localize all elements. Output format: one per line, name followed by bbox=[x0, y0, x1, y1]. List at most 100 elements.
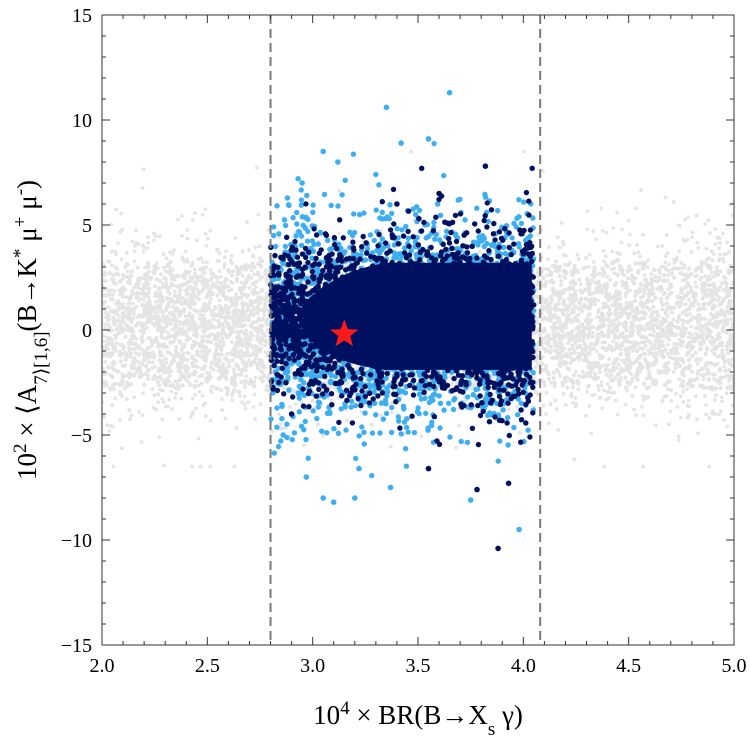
data-point bbox=[208, 464, 213, 469]
data-point bbox=[672, 257, 676, 262]
data-point bbox=[223, 416, 228, 421]
data-point bbox=[116, 369, 120, 374]
data-point bbox=[663, 195, 668, 200]
data-point bbox=[701, 377, 706, 382]
data-point bbox=[626, 276, 630, 281]
data-point bbox=[720, 281, 724, 286]
data-point bbox=[573, 369, 578, 374]
data-point bbox=[572, 457, 577, 462]
data-point bbox=[639, 295, 643, 300]
data-point bbox=[177, 417, 182, 421]
data-point bbox=[227, 310, 232, 315]
data-point bbox=[152, 271, 156, 276]
data-point bbox=[669, 399, 674, 403]
data-point bbox=[115, 328, 120, 333]
data-point bbox=[676, 438, 681, 443]
data-point bbox=[171, 339, 176, 344]
data-point bbox=[587, 403, 592, 408]
data-point bbox=[142, 323, 146, 327]
data-point bbox=[645, 265, 650, 270]
data-point bbox=[703, 317, 707, 321]
data-point bbox=[641, 394, 646, 398]
data-point bbox=[254, 285, 258, 289]
data-point bbox=[634, 359, 638, 363]
data-point bbox=[641, 464, 645, 469]
data-point bbox=[558, 374, 562, 378]
data-point bbox=[713, 412, 718, 416]
data-point bbox=[722, 364, 727, 369]
data-point bbox=[227, 363, 232, 368]
data-point bbox=[132, 259, 137, 264]
data-point bbox=[534, 365, 539, 369]
data-point bbox=[612, 283, 617, 288]
data-point bbox=[714, 379, 719, 384]
data-point bbox=[600, 340, 605, 345]
data-point bbox=[710, 409, 715, 413]
data-point bbox=[659, 264, 664, 269]
data-point bbox=[615, 250, 619, 255]
data-point bbox=[102, 414, 106, 419]
data-point bbox=[113, 396, 117, 401]
data-point bbox=[248, 363, 253, 368]
data-point bbox=[255, 165, 259, 170]
data-point bbox=[594, 349, 599, 354]
data-point bbox=[559, 353, 564, 358]
data-point bbox=[561, 391, 566, 396]
data-point bbox=[135, 290, 140, 295]
data-point bbox=[206, 236, 210, 241]
data-point bbox=[687, 331, 691, 335]
data-point bbox=[573, 396, 578, 400]
data-point bbox=[696, 302, 701, 307]
data-point bbox=[217, 269, 222, 274]
data-point bbox=[567, 313, 572, 318]
data-point bbox=[640, 404, 644, 409]
data-point bbox=[154, 277, 159, 282]
data-point bbox=[565, 385, 569, 390]
data-point bbox=[310, 398, 315, 403]
data-point bbox=[161, 252, 166, 257]
data-point bbox=[561, 243, 566, 247]
data-point bbox=[230, 325, 235, 330]
data-point bbox=[715, 265, 719, 269]
data-point bbox=[611, 339, 615, 344]
data-point bbox=[175, 294, 180, 299]
data-point bbox=[369, 422, 374, 427]
data-point bbox=[173, 379, 178, 384]
data-point bbox=[249, 268, 254, 273]
data-point bbox=[626, 339, 630, 344]
data-point bbox=[174, 391, 178, 396]
data-point bbox=[638, 254, 642, 259]
data-point bbox=[609, 267, 614, 272]
data-point bbox=[610, 249, 614, 254]
data-point bbox=[257, 244, 262, 249]
data-point bbox=[225, 389, 230, 394]
data-point bbox=[170, 304, 175, 309]
data-point bbox=[477, 250, 482, 255]
data-point bbox=[159, 272, 163, 276]
data-point bbox=[222, 265, 227, 270]
data-point bbox=[583, 332, 588, 337]
data-point bbox=[641, 266, 646, 271]
data-point bbox=[586, 265, 591, 269]
data-point bbox=[585, 385, 590, 389]
data-point bbox=[686, 215, 690, 220]
data-point bbox=[677, 313, 682, 318]
data-point bbox=[125, 261, 129, 266]
data-point bbox=[601, 249, 606, 254]
data-point bbox=[151, 405, 156, 410]
data-point bbox=[648, 314, 653, 319]
data-point bbox=[210, 384, 214, 389]
data-point bbox=[648, 340, 653, 344]
data-point bbox=[141, 167, 146, 172]
data-point bbox=[193, 267, 197, 272]
data-point bbox=[175, 217, 180, 222]
data-point bbox=[205, 371, 209, 375]
data-point bbox=[168, 374, 172, 378]
data-point bbox=[107, 260, 112, 264]
data-point bbox=[546, 421, 551, 426]
data-point bbox=[242, 385, 247, 389]
data-point bbox=[707, 416, 712, 421]
data-point bbox=[172, 248, 176, 253]
data-point bbox=[234, 292, 239, 297]
data-point bbox=[589, 431, 594, 436]
